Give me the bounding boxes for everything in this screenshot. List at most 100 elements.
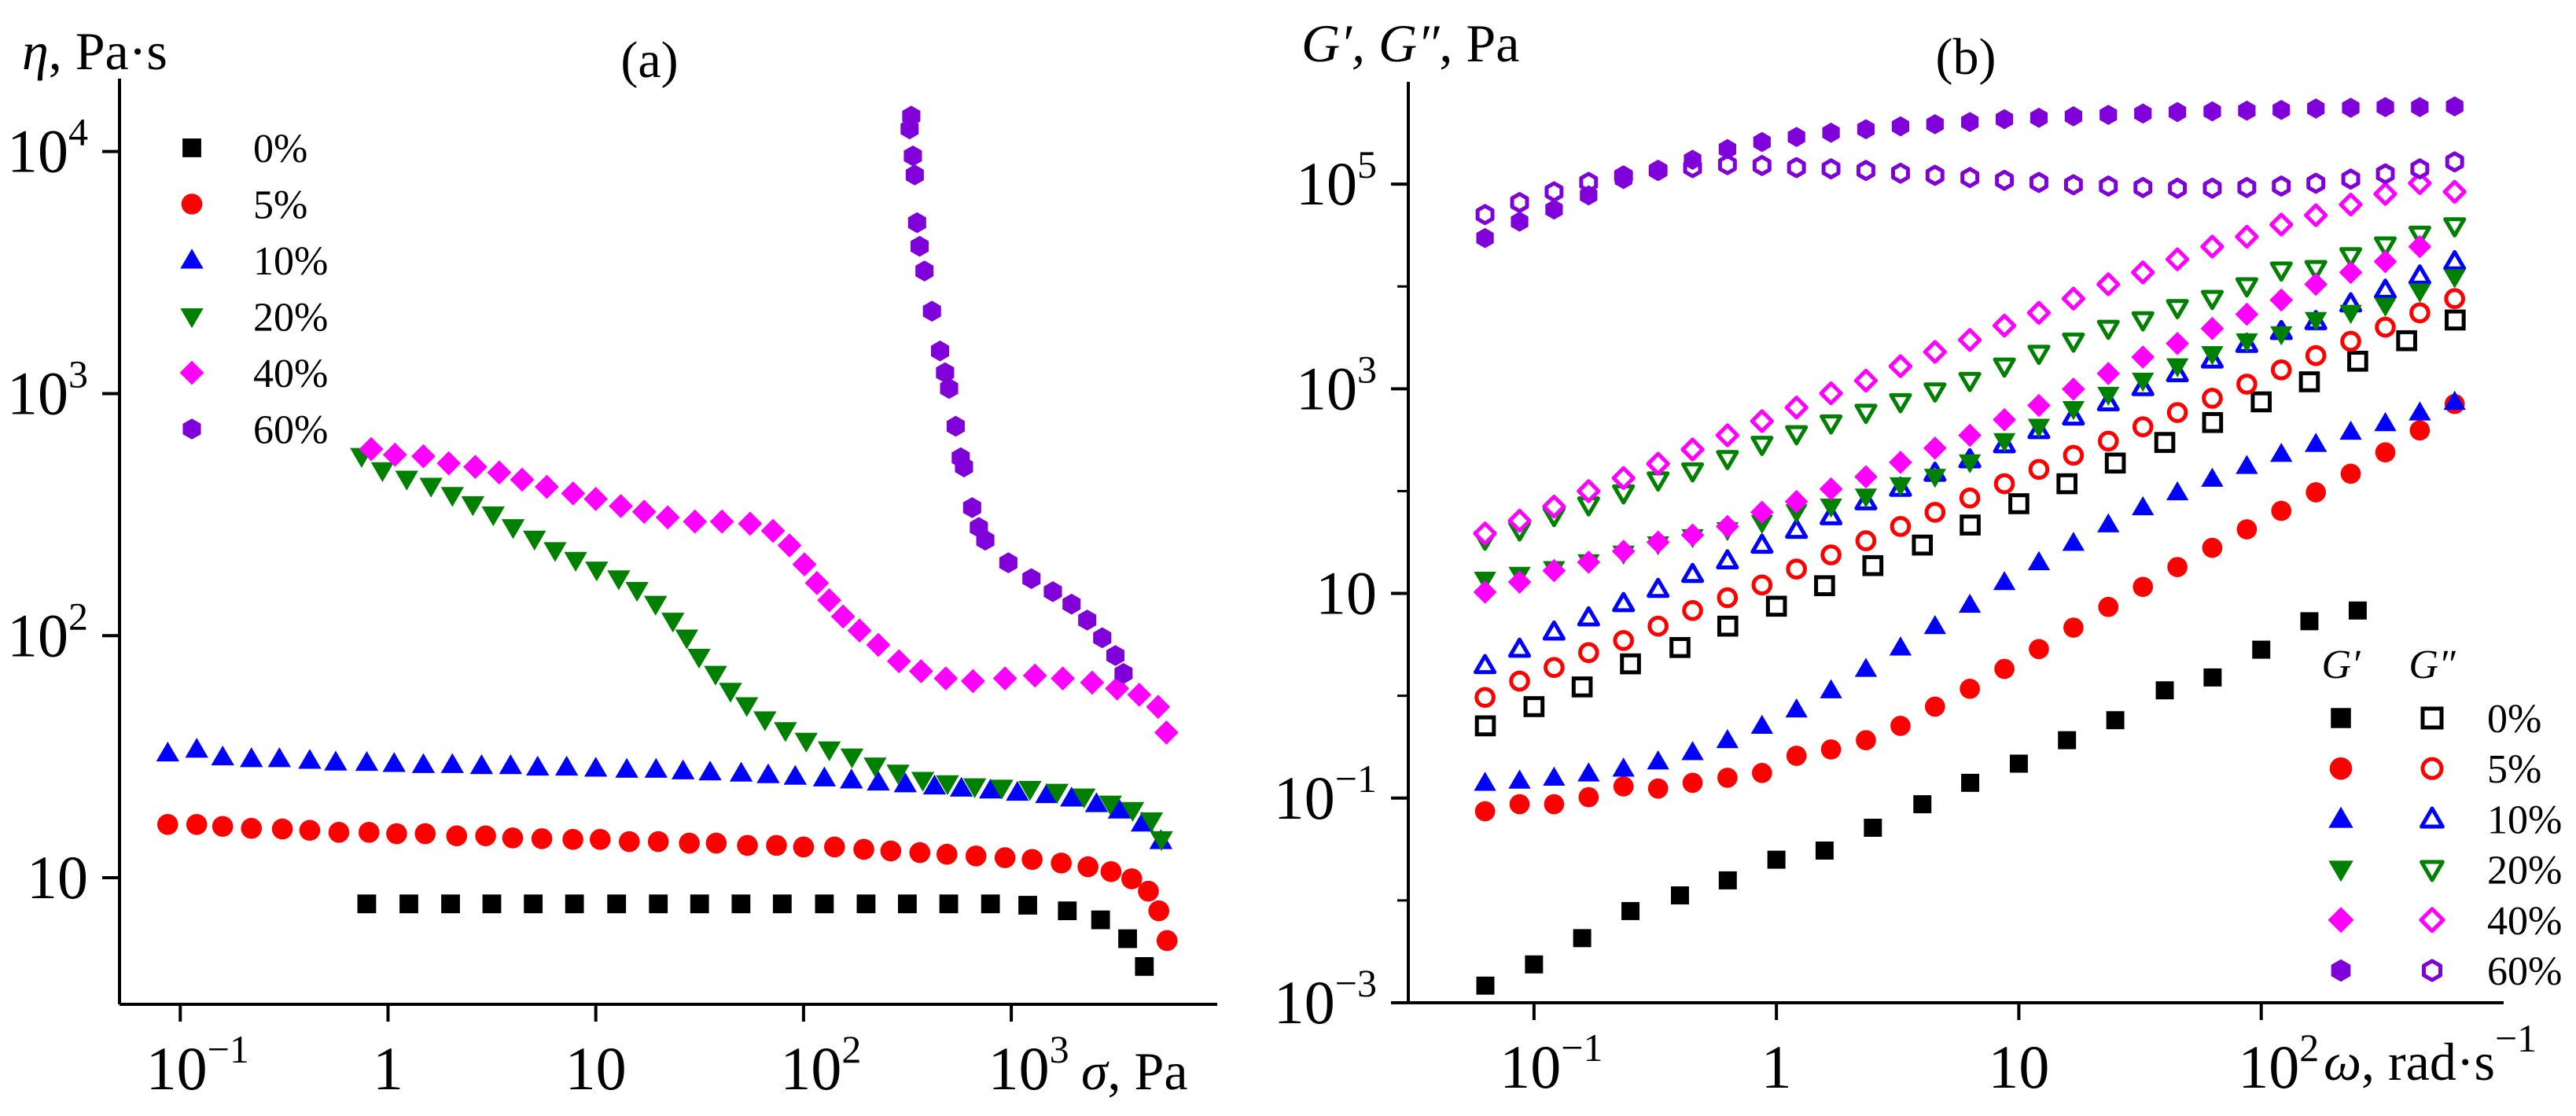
data-point: [976, 529, 995, 551]
data-point-G2: [1750, 533, 1774, 554]
data-point-G1: [1785, 504, 1808, 524]
legend-label: 60%: [253, 408, 328, 453]
x-tick-label-base: 10: [780, 1034, 841, 1103]
data-point: [794, 732, 818, 753]
data-point: [683, 509, 708, 534]
x-tick-label: 10: [565, 1034, 627, 1103]
series-60pct: [900, 105, 1133, 684]
data-point-G1: [1542, 558, 1566, 583]
data-point-G2: [1912, 534, 1934, 556]
data-point-G1: [1958, 423, 1982, 448]
y-tick-label-base: 10: [1274, 968, 1335, 1037]
data-point-G1: [2306, 482, 2326, 503]
data-point: [1077, 856, 1098, 878]
data-point-G1: [1611, 540, 1636, 563]
data-point-G1: [1993, 570, 2016, 591]
data-point: [922, 774, 947, 795]
data-point: [328, 822, 350, 843]
data-point-G1: [1890, 716, 1911, 736]
data-point-G2: [1544, 181, 1564, 203]
x-axis-unit: , Pa: [1108, 1041, 1188, 1101]
data-point-G1: [2098, 596, 2119, 617]
x-tick-label: 102: [2238, 1026, 2319, 1101]
data-point-G2: [1960, 167, 1980, 189]
data-point-G1: [2131, 345, 2155, 369]
data-point: [1051, 853, 1072, 874]
data-point: [898, 894, 917, 914]
y-tick-label-base: 10: [7, 359, 68, 427]
storage-modulus-points: [1474, 390, 2466, 791]
y-axis-symbol: η: [22, 21, 49, 81]
data-point: [812, 766, 837, 786]
data-point: [886, 649, 911, 674]
data-point: [824, 836, 845, 858]
data-point-G2: [1542, 620, 1566, 641]
data-point-G2: [2270, 359, 2292, 381]
legend-marker-open: [2419, 907, 2445, 934]
data-point-G1: [2348, 601, 2367, 620]
data-point: [817, 587, 842, 613]
data-point: [481, 506, 505, 527]
data-point: [772, 894, 792, 914]
data-point-G2: [2443, 250, 2467, 271]
data-point-G2: [2165, 247, 2190, 271]
storage-modulus-points: [1476, 96, 2464, 249]
data-point: [907, 212, 926, 234]
data-point: [583, 487, 609, 511]
data-point: [186, 814, 208, 835]
data-point-G1: [1647, 750, 1669, 770]
data-point: [817, 741, 841, 761]
data-point-G1: [2252, 640, 2271, 659]
data-point: [756, 763, 780, 783]
data-point-G2: [1577, 606, 1600, 627]
data-point-G1: [1621, 901, 1640, 920]
data-point-G2: [1544, 657, 1565, 678]
data-point: [1156, 930, 1178, 952]
data-point-G2: [2445, 309, 2466, 331]
data-point-G1: [1508, 769, 1531, 789]
data-point: [414, 823, 436, 845]
data-point: [866, 632, 891, 657]
y-tick-label-exponent: 2: [68, 594, 88, 638]
x-axis-symbol: σ: [1081, 1041, 1110, 1101]
data-point-G1: [1474, 772, 1496, 791]
data-point: [299, 820, 321, 842]
data-point: [411, 444, 436, 469]
x-axis-title: ω, rad·s−1: [2324, 1016, 2537, 1092]
legend-marker-open: [2420, 860, 2445, 882]
data-point: [760, 518, 786, 543]
data-point-G1: [2168, 101, 2187, 123]
storage-modulus-points: [1476, 601, 2367, 995]
data-point: [482, 894, 502, 914]
data-point-G1: [1525, 955, 1544, 974]
data-point-G2: [2373, 236, 2398, 257]
data-point: [936, 843, 958, 865]
y-tick-label-base: 10: [7, 117, 68, 186]
data-point-G2: [1474, 715, 1496, 737]
data-point-G1: [1854, 488, 1878, 508]
data-point: [510, 467, 535, 492]
x-tick-label-base: 10: [988, 1034, 1050, 1103]
data-point: [965, 845, 987, 867]
y-axis-title: G′, G″, Pa: [1301, 13, 1519, 73]
data-point-G1: [1960, 678, 1980, 699]
y-tick-label-exponent: −3: [1335, 961, 1377, 1005]
data-point: [1045, 783, 1069, 804]
data-point: [523, 530, 546, 551]
loss-modulus-points: [1474, 288, 2466, 709]
data-point-G2: [2375, 316, 2396, 338]
data-point: [1121, 868, 1143, 889]
data-point-G1: [1854, 465, 1878, 489]
data-point: [679, 832, 700, 854]
legend-header-G1: G′: [2322, 643, 2362, 687]
data-point-G1: [1511, 211, 1529, 232]
data-point-G1: [2106, 711, 2125, 730]
data-point: [631, 499, 657, 525]
storage-modulus-points: [1474, 393, 2465, 822]
data-point: [1150, 831, 1173, 852]
x-tick-label-base: 10: [1988, 1033, 2049, 1101]
legend-marker-open: [2420, 706, 2444, 730]
data-point-G1: [2062, 400, 2085, 421]
data-point: [1043, 580, 1062, 602]
data-point: [211, 745, 234, 766]
